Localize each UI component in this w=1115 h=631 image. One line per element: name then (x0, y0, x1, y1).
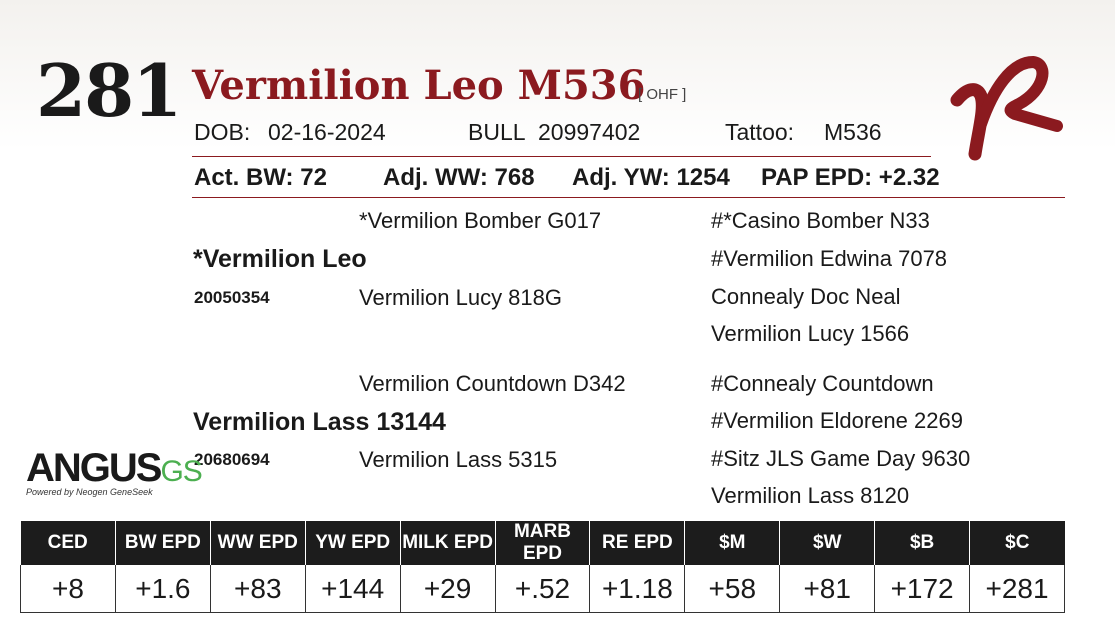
dam-sire-sire: #Connealy Countdown (711, 371, 934, 396)
sire-dam-sire: Connealy Doc Neal (711, 284, 901, 309)
sex-label: BULL (468, 119, 526, 145)
epd-header: RE EPD (589, 521, 686, 565)
epd-value: +58 (684, 565, 780, 613)
epd-header: $C (969, 521, 1065, 565)
sire-sire-sire: #*Casino Bomber N33 (711, 208, 930, 233)
actual-birth-weight: Act. BW: 72 (194, 164, 327, 191)
dam-dam-sire: #Sitz JLS Game Day 9630 (711, 446, 971, 471)
registration-number: 20997402 (538, 119, 641, 145)
tattoo-value: M536 (824, 119, 882, 145)
logo-tagline: Powered by Neogen GeneSeek (26, 487, 153, 497)
epd-header: YW EPD (305, 521, 401, 565)
epd-header: $W (779, 521, 876, 565)
angus-wordmark: ANGUS (26, 446, 162, 490)
adjusted-yearling-weight: Adj. YW: 1254 (572, 164, 730, 191)
epd-value: +144 (304, 565, 401, 613)
epd-value: +172 (874, 565, 970, 613)
epd-header-row: CED BW EPD WW EPD YW EPD MILK EPD MARB E… (20, 521, 1065, 565)
ranch-brand-logo (950, 56, 1063, 161)
animal-tag: [ OHF ] (638, 86, 687, 103)
epd-value: +81 (779, 565, 875, 613)
epd-header: $M (684, 521, 781, 565)
adjusted-weaning-weight: Adj. WW: 768 (383, 164, 535, 191)
pap-epd: PAP EPD: +2.32 (761, 164, 940, 191)
divider-top (192, 156, 931, 157)
epd-header: MARB EPD (495, 521, 591, 565)
epd-header: WW EPD (210, 521, 306, 565)
dam-sire-dam: #Vermilion Eldorene 2269 (711, 408, 963, 433)
animal-name: Vermilion Leo M536 (192, 62, 646, 109)
epd-value: +281 (969, 565, 1065, 613)
sire-name: *Vermilion Leo (193, 245, 367, 273)
dob-value: 02-16-2024 (268, 119, 386, 145)
gs-wordmark: GS (160, 455, 202, 488)
epd-value: +.52 (494, 565, 590, 613)
epd-value: +1.6 (114, 565, 211, 613)
epd-header: CED (20, 521, 116, 565)
epd-header: BW EPD (115, 521, 211, 565)
dam-sire: Vermilion Countdown D342 (359, 371, 626, 396)
epd-value: +8 (20, 565, 116, 613)
epd-value: +1.18 (589, 565, 685, 613)
sire-registration: 20050354 (194, 288, 270, 307)
lot-number: 281 (36, 48, 182, 133)
sire-dam-dam: Vermilion Lucy 1566 (711, 321, 910, 346)
epd-table: CED BW EPD WW EPD YW EPD MILK EPD MARB E… (20, 521, 1065, 613)
dam-dam: Vermilion Lass 5315 (359, 447, 558, 472)
angus-gs-logo: ANGUSGS Powered by Neogen GeneSeek (26, 446, 203, 497)
epd-value-row: +8 +1.6 +83 +144 +29 +.52 +1.18 +58 +81 … (20, 565, 1065, 613)
divider-bottom (192, 197, 1065, 198)
sire-sire-dam: #Vermilion Edwina 7078 (711, 246, 948, 271)
epd-value: +83 (209, 565, 306, 613)
sire-dam: Vermilion Lucy 818G (359, 285, 562, 310)
epd-header: $B (874, 521, 971, 565)
dam-registration: 20680694 (194, 450, 270, 469)
dob-label: DOB: (194, 119, 251, 145)
epd-value: +29 (399, 565, 496, 613)
dam-dam-dam: Vermilion Lass 8120 (711, 483, 910, 508)
epd-header: MILK EPD (400, 521, 496, 565)
sire-sire: *Vermilion Bomber G017 (359, 208, 602, 233)
dam-name: Vermilion Lass 13144 (193, 408, 446, 436)
tattoo-label: Tattoo: (725, 119, 795, 145)
